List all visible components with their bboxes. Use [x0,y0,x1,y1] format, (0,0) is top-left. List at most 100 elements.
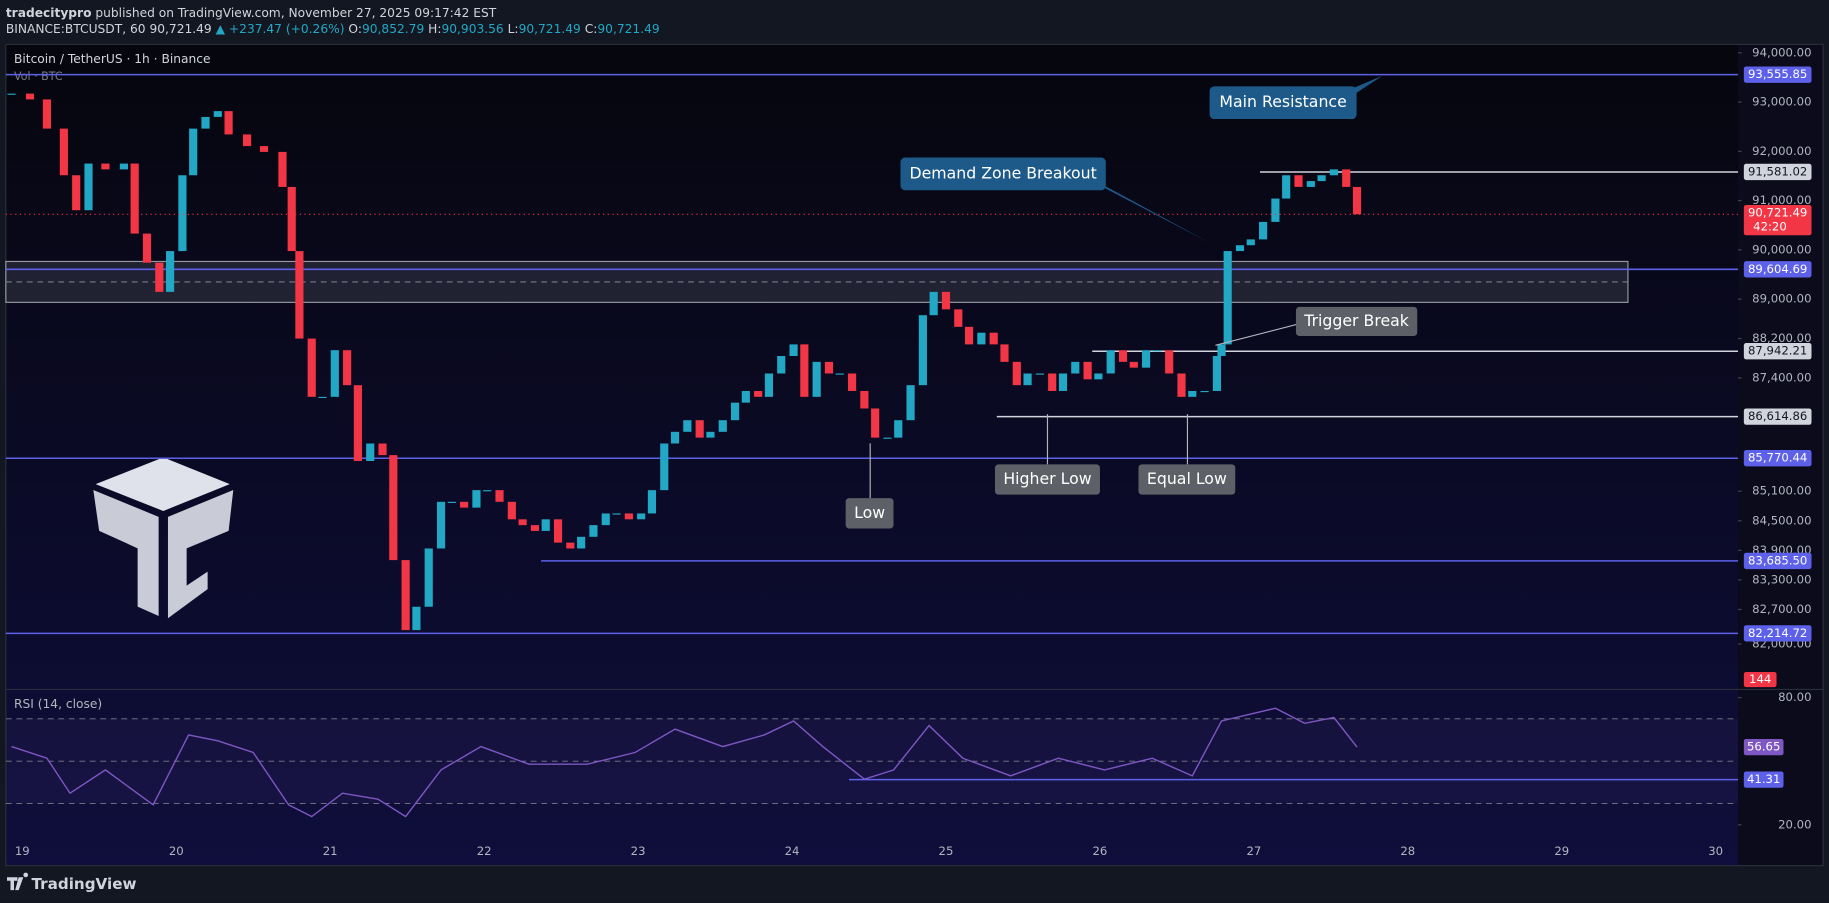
candle [741,390,750,403]
candle [964,326,974,345]
x-tick-label: 19 [15,844,30,858]
level-tag [1743,450,1812,467]
candle [1282,175,1291,199]
callout: Low [845,443,894,529]
rsi-y-tick-label: 20.00 [1778,817,1811,831]
x-tick-label: 23 [631,844,646,858]
y-tick-label: 85,100.00 [1752,484,1811,498]
callout: Main Resistance [1209,75,1383,120]
candle [1048,373,1057,391]
candle [637,513,646,520]
x-tick-label: 26 [1092,844,1107,858]
candle [155,262,164,292]
candle [389,455,398,561]
chart-border [5,43,1824,867]
candle [483,490,492,492]
candle [101,163,110,170]
level-label: 83,685.50 [1748,553,1807,567]
candle [412,606,421,631]
rsi-level-label: 41.31 [1747,772,1780,786]
x-tick-label: 29 [1554,844,1569,858]
candle [59,128,68,176]
candle [278,151,287,187]
candle [1023,373,1032,386]
candle [977,332,986,345]
candle [553,519,563,543]
volume-tag [1743,671,1777,688]
countdown: 42:20 [1753,220,1787,234]
candle [1306,181,1315,187]
rsi-level-tag [1743,771,1784,788]
annotation: Main Resistance [1219,92,1346,111]
ohlc-k: O: [348,22,362,36]
candle [1246,239,1255,246]
candle [472,490,481,508]
candle [343,350,352,386]
rsi-line [11,707,1358,818]
level-tag [1743,343,1812,360]
candle [871,408,880,438]
candle [7,93,16,95]
brand: TradingView [31,875,136,893]
annotation: Equal Low [1147,469,1227,488]
callout: Equal Low [1138,414,1236,495]
candle [447,501,456,503]
y-tick-label: 82,700.00 [1752,602,1811,616]
rsi-last-label: 56.65 [1747,740,1780,754]
candle [1342,169,1351,187]
candle [1200,390,1209,393]
candle [1329,169,1338,176]
volume-last: 144 [1749,672,1771,686]
candle [424,548,433,607]
candle [1083,361,1092,380]
candle [259,146,269,152]
level-label: 87,942.21 [1748,344,1807,358]
level-label: 86,614.86 [1748,409,1807,423]
candle [1294,175,1303,187]
ohlc-k: H: [428,22,441,36]
change: ▲ +237.47 (+0.26%) [216,22,345,36]
candle [612,513,621,515]
candle [1000,344,1009,362]
x-tick-label: 28 [1400,844,1415,858]
candle [201,116,210,129]
candle [1235,245,1245,252]
candle [530,525,540,531]
candle [929,291,938,316]
y-tick-label: 90,000.00 [1752,242,1811,256]
y-tick-label: 88,200.00 [1752,331,1811,345]
candle [401,560,410,631]
rsi-title: RSI (14, close) [14,697,102,711]
candle [683,420,692,432]
chart-bg [5,44,1739,866]
candle [1035,373,1044,375]
x-tick-label: 27 [1246,844,1261,858]
x-tick-label: 21 [323,844,338,858]
candle [706,431,715,438]
candle [577,536,586,549]
candle [589,525,598,537]
level-tag [1743,552,1812,570]
author: tradecitypro [6,5,92,19]
published: published on TradingView.com, November 2… [92,5,497,19]
candle [119,163,128,170]
candle [178,175,187,252]
annotation: Higher Low [1003,469,1091,488]
candle [72,175,81,211]
candle [1177,373,1186,397]
y-tick-label: 93,000.00 [1752,95,1811,109]
level-label: 89,604.69 [1748,262,1807,276]
candle [1094,373,1103,380]
level-label: 82,214.72 [1748,626,1807,640]
y-tick-label: 91,000.00 [1752,193,1811,207]
current-label: 90,721.49 [1748,206,1807,220]
candle [894,420,903,438]
candle [1165,350,1174,374]
x-tick-label: 22 [477,844,492,858]
x-tick-label: 24 [785,844,800,858]
ohlc-v: 90,721.49 [597,22,659,36]
candle [1271,198,1280,222]
candle [883,437,892,439]
candle [460,501,469,508]
